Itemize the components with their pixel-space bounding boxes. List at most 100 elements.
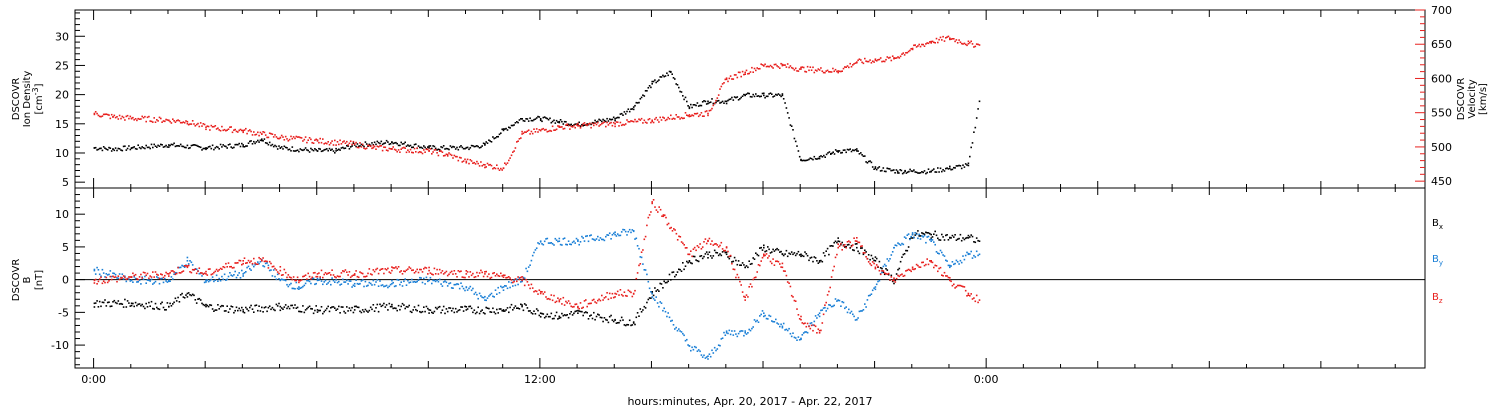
data-point	[100, 276, 102, 279]
data-point	[614, 296, 616, 298]
data-point	[784, 64, 786, 66]
data-point	[967, 40, 970, 43]
data-point	[385, 304, 388, 306]
data-point	[780, 95, 782, 98]
data-point	[407, 268, 409, 270]
data-point	[210, 278, 213, 281]
data-point	[108, 273, 110, 276]
data-point	[672, 77, 675, 79]
data-point	[258, 305, 260, 307]
data-point	[458, 309, 461, 311]
data-point	[108, 280, 110, 282]
data-point	[396, 309, 398, 312]
data-point	[170, 122, 173, 124]
data-point	[359, 145, 361, 147]
data-point	[874, 266, 877, 269]
data-point	[786, 281, 789, 283]
data-point	[956, 284, 959, 287]
data-point	[809, 157, 812, 159]
data-point	[717, 344, 720, 346]
data-point	[530, 283, 533, 286]
data-point	[489, 277, 491, 279]
data-point	[550, 312, 553, 315]
data-point	[712, 244, 715, 246]
data-point	[654, 287, 656, 289]
data-point	[432, 151, 434, 153]
data-point	[361, 309, 364, 311]
data-point	[602, 122, 604, 124]
data-point	[960, 167, 963, 170]
data-point	[473, 293, 476, 295]
data-point	[404, 307, 406, 310]
data-point	[786, 255, 789, 258]
data-point	[229, 272, 231, 274]
data-point	[627, 289, 630, 292]
data-point	[725, 77, 728, 79]
data-point	[619, 121, 622, 124]
data-point	[383, 146, 385, 148]
data-point	[797, 336, 800, 338]
data-point	[858, 58, 861, 60]
data-point	[311, 141, 313, 144]
data-point	[941, 170, 943, 173]
data-point	[257, 131, 259, 134]
data-point	[331, 140, 333, 142]
data-point	[186, 265, 189, 267]
data-point	[340, 272, 343, 274]
data-point	[298, 279, 300, 282]
data-point	[636, 120, 639, 123]
data-point	[620, 293, 623, 296]
data-point	[521, 280, 523, 283]
data-point	[793, 69, 796, 71]
data-point	[616, 322, 619, 324]
data-point	[874, 267, 877, 270]
data-point	[764, 314, 766, 317]
data-point	[761, 92, 764, 95]
data-point	[724, 78, 727, 81]
data-point	[813, 71, 816, 74]
data-point	[465, 160, 468, 163]
data-point	[834, 256, 837, 259]
data-point	[460, 282, 462, 284]
data-point	[137, 303, 139, 306]
data-point	[267, 264, 270, 267]
data-point	[413, 280, 416, 283]
data-point	[589, 122, 591, 125]
data-point	[897, 268, 899, 271]
data-point	[453, 154, 456, 157]
data-point	[172, 118, 174, 120]
data-point	[505, 285, 507, 287]
data-point	[272, 265, 275, 268]
x-axis-label: hours:minutes, Apr. 20, 2017 - Apr. 22, …	[627, 395, 872, 408]
data-point	[856, 318, 858, 321]
panel-2-frame	[74, 187, 1426, 369]
data-point	[743, 264, 745, 266]
data-point	[614, 231, 616, 233]
data-point	[752, 71, 754, 73]
data-point	[348, 142, 351, 145]
data-point	[950, 280, 952, 283]
data-point	[380, 145, 383, 147]
data-point	[206, 125, 209, 127]
data-point	[262, 311, 264, 313]
data-point	[124, 275, 126, 278]
data-point	[828, 151, 831, 153]
data-point	[210, 304, 213, 307]
data-point	[266, 136, 268, 139]
data-point	[887, 272, 890, 275]
data-point	[558, 300, 561, 303]
data-point	[824, 306, 826, 309]
data-point	[314, 148, 316, 150]
data-point	[882, 271, 885, 274]
data-point	[335, 150, 337, 152]
data-point	[516, 280, 518, 283]
data-point	[577, 239, 579, 241]
data-point	[522, 119, 525, 122]
data-point	[960, 261, 963, 264]
data-point	[513, 150, 515, 152]
data-point	[923, 234, 926, 237]
data-point	[96, 300, 98, 302]
data-point	[187, 292, 190, 294]
data-point	[534, 290, 537, 292]
data-point	[708, 237, 711, 240]
